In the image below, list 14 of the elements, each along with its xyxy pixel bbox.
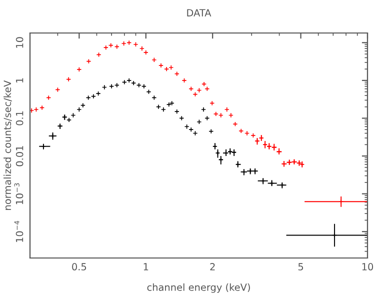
y-tick-label: 10$^{−3}$	[14, 183, 24, 204]
y-tick-label: 10	[16, 37, 24, 48]
y-tick-label: 0.1	[16, 111, 24, 126]
x-axis-title: channel energy (keV)	[147, 283, 250, 293]
y-tick-label: 0.01	[16, 146, 24, 166]
x-tick-label: 2	[210, 263, 215, 270]
y-tick-label: 1	[16, 78, 24, 82]
y-tick-label: 10$^{−4}$	[14, 220, 24, 242]
chart-title: DATA	[187, 9, 212, 16]
x-tick-label: 1	[144, 263, 148, 270]
x-tick-label: 0.5	[72, 263, 86, 270]
y-axis-title: normalized counts/sec/keV	[4, 80, 12, 210]
x-tick-label: 5	[298, 263, 304, 270]
x-tick-label: 10	[362, 263, 374, 270]
